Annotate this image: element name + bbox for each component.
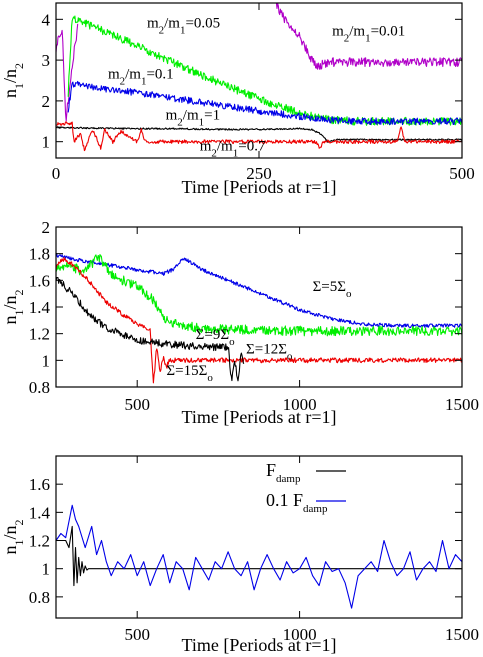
y-tick-label: 1.2 xyxy=(29,532,50,551)
x-tick-label: 1000 xyxy=(283,625,317,644)
y-tick-label: 1.4 xyxy=(29,503,51,522)
panel-middle: Σ=5Σo Σ=9Σo Σ=12Σo Σ=15Σo 500 1000 1500 0.8 1 1.2… xyxy=(0,218,479,427)
series-annotation: Σ=12Σo xyxy=(246,342,293,363)
x-tick-label: 500 xyxy=(124,395,150,414)
y-tick-label: 1.4 xyxy=(29,298,51,317)
y-tick-label: 1.2 xyxy=(29,325,50,344)
series-line-1-0 xyxy=(56,252,462,328)
series-line-0-0 xyxy=(275,3,462,70)
x-tick-label: 500 xyxy=(449,164,475,183)
series-line-0-4 xyxy=(56,121,462,152)
axes-frame xyxy=(55,226,463,388)
y-axis-label: n1/n2 xyxy=(0,519,26,554)
y-tick-label: 1.6 xyxy=(29,271,50,290)
plot-area xyxy=(56,252,462,384)
series-annotation: Σ=15Σo xyxy=(166,363,213,384)
y-tick-label: 2 xyxy=(42,92,51,111)
y-tick-label: 3 xyxy=(42,51,51,70)
series-line-2-1 xyxy=(56,504,462,609)
series-line-0-0 xyxy=(56,23,79,122)
y-tick-label: 1 xyxy=(42,133,51,152)
series-line-1-2 xyxy=(56,256,462,384)
panel-top: m2/m1=0.05 m2/m1=0.01 m2/m1=0.1 m2/m1=1 m2/m… xyxy=(0,2,475,197)
series-line-1-1 xyxy=(56,254,462,337)
x-axis-label: Time [Periods at r=1] xyxy=(182,177,337,197)
x-tick-label: 1500 xyxy=(445,395,479,414)
plot-area xyxy=(56,3,462,152)
x-tick-label: 1500 xyxy=(445,625,479,644)
series-annotation: Σ=5Σo xyxy=(313,279,352,300)
x-tick-label: 500 xyxy=(124,625,150,644)
series-annotation: m2/m1=0.1 xyxy=(108,66,174,87)
y-tick-label: 4 xyxy=(42,10,51,29)
y-tick-label: 1.6 xyxy=(29,475,50,494)
y-tick-label: 1.8 xyxy=(29,245,50,264)
series-line-0-3 xyxy=(56,126,462,143)
x-tick-label: 250 xyxy=(246,164,272,183)
legend-label: Fdamp xyxy=(266,460,301,485)
y-tick-label: 0.8 xyxy=(29,378,50,397)
x-tick-label: 0 xyxy=(52,164,61,183)
y-tick-label: 0.8 xyxy=(29,588,50,607)
y-axis-label: n1/n2 xyxy=(0,289,26,324)
x-axis-label: Time [Periods at r=1] xyxy=(182,635,337,655)
series-line-2-0 xyxy=(56,525,462,587)
series-annotation: Σ=9Σo xyxy=(196,327,235,348)
series-line-1-3 xyxy=(56,277,245,382)
series-annotation: m2/m1=0.01 xyxy=(332,24,405,45)
x-axis-label: Time [Periods at r=1] xyxy=(182,407,337,427)
y-tick-label: 1 xyxy=(42,351,51,370)
legend-label: 0.1 Fdamp xyxy=(266,490,328,515)
series-line-0-1 xyxy=(67,15,462,126)
y-tick-label: 1 xyxy=(42,560,51,579)
axes-frame xyxy=(55,455,463,619)
series-line-0-2 xyxy=(67,80,462,126)
y-axis-label: n1/n2 xyxy=(0,63,26,98)
series-annotation: m2/m1=0.7 xyxy=(200,139,266,160)
series-annotation: m2/m1=1 xyxy=(166,107,220,128)
x-tick-label: 1000 xyxy=(283,395,317,414)
panel-bottom: Fdamp 0.1 Fdamp 500 1000 1500 0.8 1 1.2 1.4 1.6 Ti… xyxy=(0,455,479,655)
y-tick-label: 2 xyxy=(42,218,51,237)
series-annotation: m2/m1=0.05 xyxy=(147,15,220,36)
plot-area xyxy=(56,504,462,609)
